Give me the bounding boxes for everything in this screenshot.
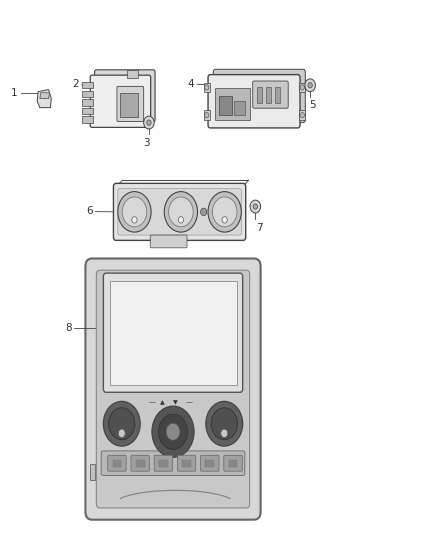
Bar bbox=[82, 99, 93, 106]
FancyBboxPatch shape bbox=[118, 189, 241, 235]
FancyBboxPatch shape bbox=[201, 455, 219, 471]
Polygon shape bbox=[40, 93, 49, 99]
Bar bbox=[82, 116, 93, 123]
Text: 8: 8 bbox=[65, 323, 71, 333]
Bar bbox=[299, 110, 305, 120]
Text: 5: 5 bbox=[309, 100, 316, 110]
Bar bbox=[113, 460, 121, 467]
Bar bbox=[229, 460, 237, 467]
Circle shape bbox=[211, 408, 237, 440]
Text: 2: 2 bbox=[72, 79, 79, 89]
Bar bbox=[127, 70, 138, 78]
Text: 6: 6 bbox=[86, 206, 92, 215]
Bar bbox=[90, 464, 95, 480]
FancyBboxPatch shape bbox=[103, 273, 243, 392]
Circle shape bbox=[205, 112, 209, 118]
Text: —: — bbox=[148, 399, 155, 406]
FancyBboxPatch shape bbox=[177, 455, 196, 471]
Text: 4: 4 bbox=[187, 79, 194, 89]
Bar bbox=[275, 87, 280, 103]
Bar bbox=[204, 110, 210, 120]
Circle shape bbox=[221, 429, 228, 438]
Text: —: — bbox=[186, 399, 193, 406]
Circle shape bbox=[308, 83, 312, 88]
Circle shape bbox=[109, 408, 135, 440]
Bar bbox=[120, 93, 138, 117]
Circle shape bbox=[205, 85, 209, 90]
Bar bbox=[82, 108, 93, 114]
Bar bbox=[82, 91, 93, 97]
Circle shape bbox=[132, 217, 137, 223]
FancyBboxPatch shape bbox=[108, 455, 126, 471]
Bar bbox=[266, 87, 271, 103]
Circle shape bbox=[164, 191, 198, 232]
FancyBboxPatch shape bbox=[253, 81, 288, 108]
Bar bbox=[205, 460, 214, 467]
Circle shape bbox=[144, 116, 154, 129]
Circle shape bbox=[118, 429, 125, 438]
FancyBboxPatch shape bbox=[224, 455, 242, 471]
Circle shape bbox=[201, 208, 207, 215]
Circle shape bbox=[206, 401, 243, 446]
Text: ▲: ▲ bbox=[160, 400, 164, 405]
Circle shape bbox=[169, 197, 193, 227]
Circle shape bbox=[212, 197, 237, 227]
Text: 1: 1 bbox=[11, 88, 18, 98]
Circle shape bbox=[305, 79, 315, 92]
FancyBboxPatch shape bbox=[131, 455, 149, 471]
Circle shape bbox=[222, 217, 227, 223]
Text: ▼: ▼ bbox=[173, 400, 177, 405]
Circle shape bbox=[166, 423, 180, 440]
FancyBboxPatch shape bbox=[213, 69, 305, 123]
Circle shape bbox=[103, 401, 140, 446]
Circle shape bbox=[178, 217, 184, 223]
Circle shape bbox=[118, 191, 151, 232]
Text: 3: 3 bbox=[143, 138, 150, 148]
FancyBboxPatch shape bbox=[95, 70, 155, 122]
FancyBboxPatch shape bbox=[113, 183, 246, 240]
FancyBboxPatch shape bbox=[110, 280, 237, 385]
FancyBboxPatch shape bbox=[117, 86, 144, 122]
FancyBboxPatch shape bbox=[154, 455, 173, 471]
FancyBboxPatch shape bbox=[85, 259, 261, 520]
Bar bbox=[82, 82, 93, 88]
Bar bbox=[182, 460, 191, 467]
Bar bbox=[257, 87, 262, 103]
Bar bbox=[159, 460, 168, 467]
Bar bbox=[234, 101, 245, 115]
Circle shape bbox=[122, 197, 147, 227]
FancyBboxPatch shape bbox=[150, 235, 187, 248]
Circle shape bbox=[147, 120, 151, 125]
Circle shape bbox=[250, 200, 261, 213]
Circle shape bbox=[300, 112, 304, 118]
FancyBboxPatch shape bbox=[90, 75, 151, 127]
Circle shape bbox=[159, 414, 187, 449]
Bar bbox=[299, 83, 305, 92]
Bar bbox=[204, 83, 210, 92]
Circle shape bbox=[208, 191, 241, 232]
Polygon shape bbox=[37, 90, 51, 108]
FancyBboxPatch shape bbox=[96, 270, 250, 508]
Bar bbox=[219, 96, 232, 115]
Circle shape bbox=[300, 85, 304, 90]
Circle shape bbox=[152, 406, 194, 457]
FancyBboxPatch shape bbox=[101, 451, 245, 475]
Bar bbox=[215, 88, 250, 120]
FancyBboxPatch shape bbox=[208, 75, 300, 128]
Text: 7: 7 bbox=[256, 223, 263, 232]
Bar bbox=[136, 460, 145, 467]
Circle shape bbox=[253, 204, 258, 209]
